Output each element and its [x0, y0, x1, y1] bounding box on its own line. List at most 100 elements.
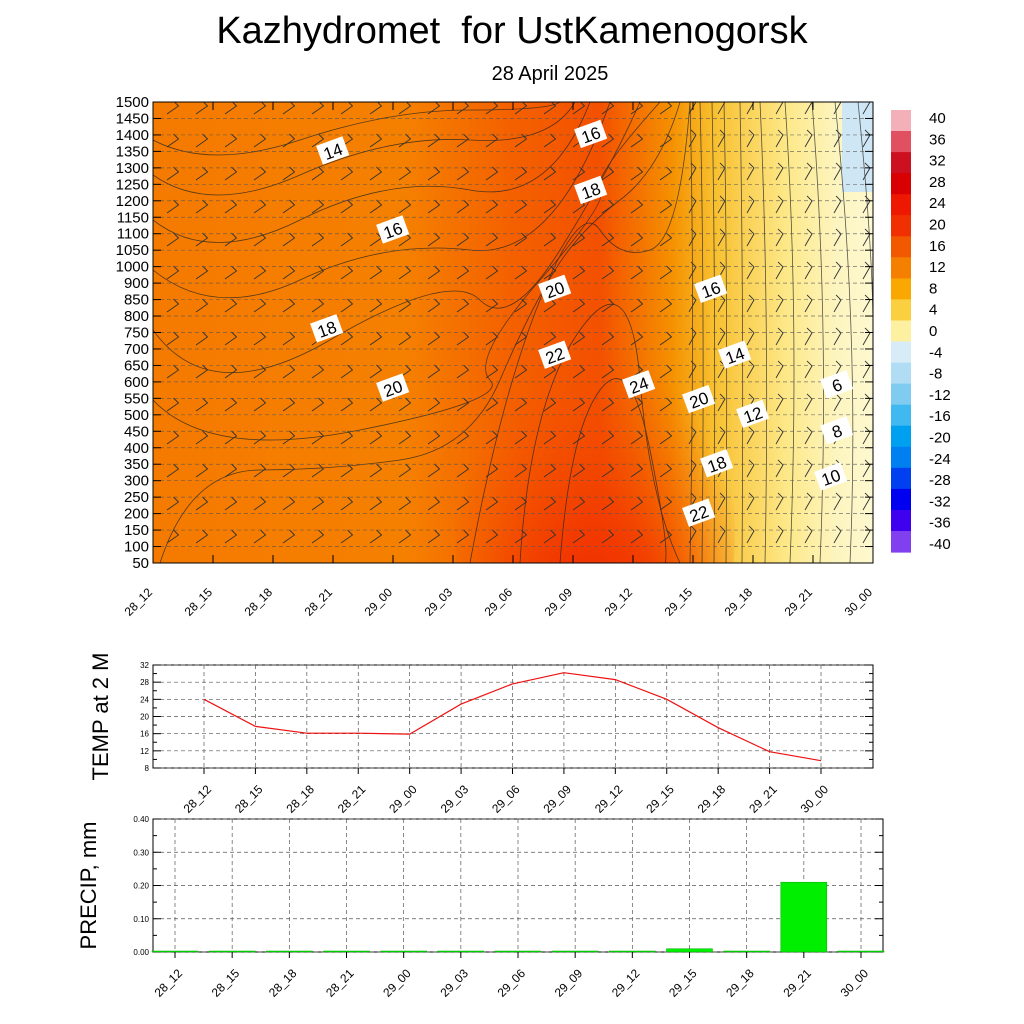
wind-barb	[253, 364, 267, 379]
temp-x-tick-label: 28_18	[283, 782, 317, 816]
wind-barb	[253, 265, 267, 280]
wind-barb	[514, 102, 528, 115]
colorbar-swatch	[891, 278, 911, 300]
wind-barb	[485, 102, 499, 115]
wind-barb	[340, 463, 354, 478]
wind-barb	[427, 133, 441, 148]
wind-barb	[311, 265, 325, 280]
colorbar-swatch	[891, 446, 911, 469]
wind-barb	[456, 430, 470, 445]
wind-barb	[543, 133, 557, 148]
wind-barb	[688, 327, 697, 346]
wind-barb	[775, 492, 784, 511]
cold-corner-fill	[842, 102, 873, 192]
precip-bar	[666, 948, 713, 953]
contour-label: 6	[820, 370, 854, 399]
wind-barb	[195, 529, 209, 544]
contour-line	[811, 102, 824, 563]
wind-barb	[195, 199, 209, 214]
wind-barb	[572, 102, 586, 115]
wind-barb	[717, 195, 726, 214]
wind-barb	[253, 397, 267, 412]
wind-barb	[456, 265, 470, 280]
wind-barb	[514, 397, 528, 412]
wind-barb	[688, 525, 697, 544]
wind-barb	[253, 199, 267, 214]
wind-barb	[485, 199, 499, 214]
y-tick-label: 1450	[116, 110, 149, 127]
wind-barb	[514, 199, 528, 214]
wind-barb	[659, 102, 673, 115]
x-tick-label: 30_00	[842, 585, 876, 619]
wind-barb	[659, 463, 673, 478]
wind-barb	[514, 364, 528, 379]
temp-y-tick-label: 20	[140, 713, 149, 722]
y-tick-label: 850	[124, 292, 149, 309]
wind-barb	[311, 364, 325, 379]
wind-barb	[427, 166, 441, 181]
contour-label-bg	[820, 416, 854, 445]
precip-bar	[609, 950, 656, 953]
wind-barb	[224, 133, 238, 148]
wind-barb	[195, 463, 209, 478]
precip-x-tick-label: 30_00	[838, 966, 872, 1000]
contour-label-bg	[700, 449, 734, 478]
colorbar-swatch	[891, 404, 911, 427]
wind-barb	[485, 331, 499, 346]
wind-barb	[746, 228, 755, 247]
wind-barb	[369, 397, 383, 412]
wind-barb	[282, 331, 296, 346]
temp-grid	[153, 664, 873, 769]
wind-barb	[311, 397, 325, 412]
y-tick-label: 1050	[116, 242, 149, 259]
wind-barb	[601, 199, 615, 214]
colorbar-label: 36	[929, 131, 946, 148]
temp-y-tick-label: 32	[140, 661, 149, 670]
wind-barb	[166, 529, 180, 544]
wind-barb	[398, 265, 412, 280]
wind-barb	[253, 430, 267, 445]
wind-barb	[311, 102, 325, 115]
wind-barb	[253, 133, 267, 148]
wind-barb	[630, 331, 644, 346]
x-tick-label: 28_18	[242, 585, 276, 619]
contour-label-bg	[376, 373, 410, 402]
wind-barb	[253, 331, 267, 346]
wind-barb	[804, 327, 813, 346]
wind-barb	[862, 102, 871, 115]
wind-barb	[398, 463, 412, 478]
temp-x-tick-label: 29_12	[592, 782, 626, 816]
contour-label: 20	[538, 274, 572, 303]
wind-barb	[601, 529, 615, 544]
wind-barb	[427, 232, 441, 247]
wind-barb	[195, 298, 209, 313]
y-tick-label: 450	[124, 423, 149, 440]
x-tick-label: 28_21	[302, 585, 336, 619]
precip-bar	[437, 950, 485, 953]
colorbar-label: 20	[929, 217, 946, 234]
wind-barb	[862, 393, 871, 412]
temp-x-tick-label: 29_15	[643, 782, 677, 816]
colorbar-label: -28	[929, 472, 951, 489]
wind-barb	[514, 529, 528, 544]
wind-barb	[427, 463, 441, 478]
x-tick-label: 29_09	[542, 585, 576, 619]
wind-barb	[659, 364, 673, 379]
colorbar-label: -40	[929, 536, 951, 553]
wind-barb	[514, 463, 528, 478]
contour-label-bg	[814, 462, 848, 491]
wind-barb	[543, 265, 557, 280]
wind-barb	[862, 426, 871, 445]
colorbar-label: 12	[929, 259, 946, 276]
precip-y-tick-label: 0.30	[133, 848, 149, 857]
wind-barb	[543, 298, 557, 313]
wind-barb	[427, 199, 441, 214]
colorbar-label: 28	[929, 174, 946, 191]
y-tick-label: 1000	[116, 259, 149, 276]
y-tick-label: 150	[124, 522, 149, 539]
x-tick-label: 29_00	[362, 585, 396, 619]
wind-barb	[369, 166, 383, 181]
colorbar-swatch	[891, 341, 911, 364]
wind-barb	[804, 426, 813, 445]
y-tick-label: 1350	[116, 143, 149, 160]
